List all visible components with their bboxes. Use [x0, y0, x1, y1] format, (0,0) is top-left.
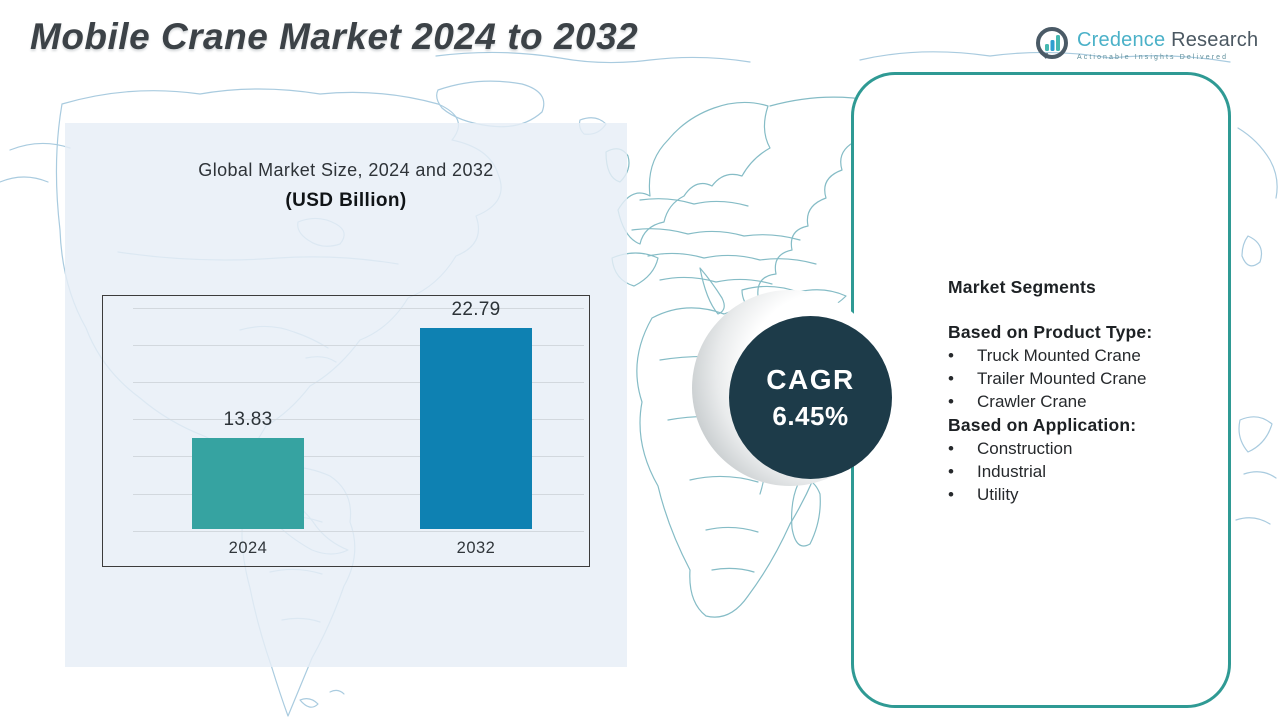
bar-2032 [420, 328, 532, 529]
logo-bar-chart-icon [1036, 27, 1068, 59]
chart-panel-background [65, 123, 627, 667]
bullet-glyph: • [948, 485, 954, 505]
cagr-value: 6.45% [772, 400, 849, 431]
segment-item: • Construction [948, 437, 1198, 460]
segment-item: • Crawler Crane [948, 390, 1198, 413]
bar-value-label-2032: 22.79 [451, 299, 501, 320]
bar-value-label-2024: 13.83 [223, 409, 273, 430]
x-axis-label-2032: 2032 [456, 539, 496, 557]
bar-2024 [192, 438, 304, 529]
segment-item: • Trailer Mounted Crane [948, 367, 1198, 390]
x-axis-label-2024: 2024 [228, 539, 268, 557]
bar-column-2032: 22.79 [420, 299, 532, 529]
gridline [133, 345, 584, 346]
bullet-glyph: • [948, 438, 954, 458]
segment-group-title-application: Based on Application: [948, 414, 1137, 435]
segment-item-label: Truck Mounted Crane [977, 346, 1141, 365]
gridline-baseline [133, 531, 584, 532]
gridline [133, 308, 584, 309]
logo-text: Credence Research Actionable Insights De… [1077, 26, 1258, 61]
page-title: Mobile Crane Market 2024 to 2032 [30, 16, 639, 57]
market-segments-card: Market Segments Based on Product Type: •… [851, 72, 1231, 708]
cagr-badge: CAGR 6.45% [729, 316, 892, 479]
bullet-glyph: • [948, 369, 954, 389]
chart-title-block: Global Market Size, 2024 and 2032 (USD B… [65, 160, 627, 212]
bar-column-2024: 13.83 [192, 409, 304, 529]
segment-item: • Industrial [948, 460, 1198, 483]
segment-item: • Truck Mounted Crane [948, 344, 1198, 367]
gridline [133, 494, 584, 495]
segment-item-label: Construction [977, 438, 1073, 458]
bullet-glyph: • [948, 461, 954, 481]
bar-chart-plot-area: 13.83 22.79 2024 2032 [102, 295, 590, 567]
logo-tagline: Actionable Insights Delivered [1077, 54, 1229, 61]
gridline [133, 456, 584, 457]
segment-item-label: Utility [977, 485, 1019, 505]
logo-brand-name: Credence Research [1077, 30, 1258, 50]
market-segments-content: Market Segments Based on Product Type: •… [948, 276, 1198, 506]
logo-brand-secondary: Research [1165, 29, 1259, 51]
logo-brand-primary: Credence [1077, 29, 1166, 51]
segment-group-title-product-type: Based on Product Type: [948, 322, 1153, 342]
segment-item-label: Crawler Crane [977, 392, 1087, 412]
cagr-label: CAGR [766, 363, 855, 395]
gridline [133, 419, 584, 420]
bullet-glyph: • [948, 392, 954, 412]
credence-research-logo: Credence Research Actionable Insights De… [1034, 26, 1258, 62]
segment-item: • Utility [948, 483, 1198, 506]
bullet-glyph: • [948, 346, 954, 365]
segments-heading: Market Segments [948, 277, 1096, 297]
chart-subtitle: (USD Billion) [285, 190, 407, 211]
segment-item-label: Industrial [977, 461, 1046, 481]
segment-item-label: Trailer Mounted Crane [977, 369, 1147, 389]
gridline [133, 382, 584, 383]
chart-title: Global Market Size, 2024 and 2032 [198, 160, 494, 180]
